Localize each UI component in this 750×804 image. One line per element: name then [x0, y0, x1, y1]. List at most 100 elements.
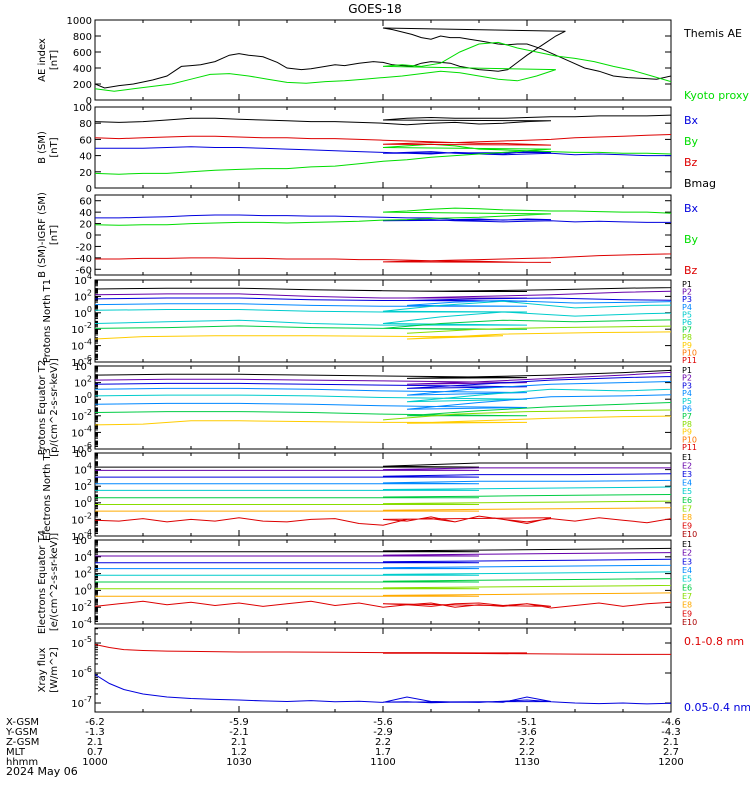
x-tick-label: 2.1	[231, 737, 247, 748]
y-axis-label: B (SM)-IGRF (SM) [nT]	[37, 192, 60, 278]
legend-e5: E5	[682, 487, 692, 496]
y-tick-label: 100	[74, 495, 92, 510]
legend-e8: E8	[682, 513, 692, 522]
y-tick-label: 40	[79, 152, 92, 163]
x-tick-label: 1.7	[375, 747, 391, 758]
series-line-p5	[95, 300, 671, 313]
legend-p5: P5	[682, 397, 692, 406]
y-tick-label: 100	[74, 391, 92, 406]
y-tick-label: 10-2	[71, 408, 92, 423]
y-tick-label: 102	[74, 288, 92, 303]
y-tick-label: -20	[76, 242, 92, 253]
series-line-e7	[95, 499, 671, 505]
legend-bz: Bz	[684, 264, 698, 277]
series-line-by	[95, 207, 671, 226]
y-tick-label: 100	[74, 305, 92, 320]
legend-e7: E7	[682, 504, 692, 513]
x-tick-label: -5.6	[373, 717, 393, 728]
y-axis-label: Xray flux [W/m^2]	[37, 647, 60, 693]
y-tick-label: 10-5	[71, 635, 92, 650]
legend-p2: P2	[682, 288, 692, 297]
y-tick-label: 10-4	[71, 424, 92, 439]
y-tick-label: 0	[86, 231, 92, 242]
panel-2: 0 20 40 60 80 100 B (SM) [nT] Bx By Bz Bmag	[37, 103, 716, 195]
x-tick-label: 1100	[370, 757, 395, 768]
legend-p4: P4	[682, 303, 692, 312]
x-tick-label: -2.1	[229, 727, 249, 738]
y-axis-label: Electrons Equator T4 [e/(cm^2-s-sr-keV)]	[37, 530, 60, 634]
y-axis-label-unit: [e/(cm^2-s-sr-keV)]	[49, 533, 60, 631]
legend-bmag: Bmag	[684, 177, 716, 190]
series-line-p2	[95, 371, 671, 385]
legend-p1: P1	[682, 366, 692, 375]
series-line-p6	[95, 310, 671, 326]
series-line-e5	[95, 570, 671, 576]
series-line-p1	[95, 286, 671, 292]
legend-p3: P3	[682, 381, 692, 390]
x-tick-label: 2.2	[519, 737, 535, 748]
x-tick-label: 1000	[82, 757, 107, 768]
x-tick-label: -4.6	[661, 717, 681, 728]
y-axis-label-unit: [W/m^2]	[49, 647, 60, 693]
legend-p4: P4	[682, 389, 692, 398]
series-line-themis-ae	[95, 27, 671, 90]
legend-p3: P3	[682, 295, 692, 304]
series-line-0-05-0-4-nm	[95, 674, 671, 705]
y-tick-label: 20	[79, 168, 92, 179]
legend-e4: E4	[682, 566, 692, 575]
y-tick-label: 104	[74, 358, 92, 373]
y-tick-label: 104	[74, 549, 92, 564]
y-tick-label: 104	[74, 272, 92, 287]
x-tick-label: 2.1	[663, 737, 679, 748]
legend-0-1-0-8-nm: 0.1-0.8 nm	[684, 635, 744, 648]
series-line-e6	[95, 492, 671, 499]
y-tick-label: 10-2	[71, 321, 92, 336]
x-tick-label: 2.1	[87, 737, 103, 748]
series-line-p4	[95, 380, 671, 396]
y-axis-label: Protons Equator T2 [p/(cm^2-s-sr-keV)]	[37, 358, 60, 457]
y-tick-label: 10-6	[71, 665, 92, 680]
y-axis-label-unit: [p/(cm^2-s-sr-keV)]	[49, 358, 60, 457]
series-line-p8	[406, 324, 671, 334]
y-tick-label: 10-6	[71, 441, 92, 456]
legend-e4: E4	[682, 479, 692, 488]
legend-by: By	[684, 135, 699, 148]
y-axis-label: Protons North T1	[42, 279, 53, 363]
legend-p11: P11	[682, 443, 697, 452]
date-label: 2024 May 06	[6, 765, 78, 778]
legend-0-05-0-4-nm: 0.05-0.4 nm	[684, 701, 750, 714]
y-tick-label: 100	[73, 103, 92, 114]
series-line-e8	[95, 506, 671, 512]
y-tick-label: 200	[73, 80, 92, 91]
y-tick-label: 60	[79, 135, 92, 146]
series-line-p8	[382, 407, 671, 421]
y-axis-label-line: B (SM)	[37, 131, 48, 164]
y-axis-label: B (SM) [nT]	[37, 131, 60, 164]
series-line-bx	[95, 214, 671, 229]
legend-p10: P10	[682, 435, 697, 444]
y-tick-label: 1000	[67, 16, 92, 27]
series-line-p4	[95, 299, 671, 307]
legend-e2: E2	[682, 549, 692, 558]
x-tick-label: -2.9	[373, 727, 393, 738]
x-tick-label: 1030	[226, 757, 251, 768]
legend-p6: P6	[682, 318, 692, 327]
legend-e6: E6	[682, 583, 692, 592]
y-tick-label: 40	[79, 208, 92, 219]
x-tick-label: 2.2	[519, 747, 535, 758]
y-axis-label: AE index [nT]	[37, 38, 60, 82]
series-line-e1	[95, 462, 671, 468]
y-axis-label-line: Xray flux	[37, 648, 48, 693]
legend-e1: E1	[682, 540, 692, 549]
legend-e1: E1	[682, 453, 692, 462]
y-tick-label: 600	[73, 48, 92, 59]
series-line-p3	[95, 297, 671, 303]
x-tick-label: 1.2	[231, 747, 247, 758]
series-line-p9	[95, 330, 671, 340]
series-line-e1	[95, 546, 671, 553]
y-tick-label: 10-2	[71, 511, 92, 526]
legend-p8: P8	[682, 333, 692, 342]
legend-p5: P5	[682, 310, 692, 319]
